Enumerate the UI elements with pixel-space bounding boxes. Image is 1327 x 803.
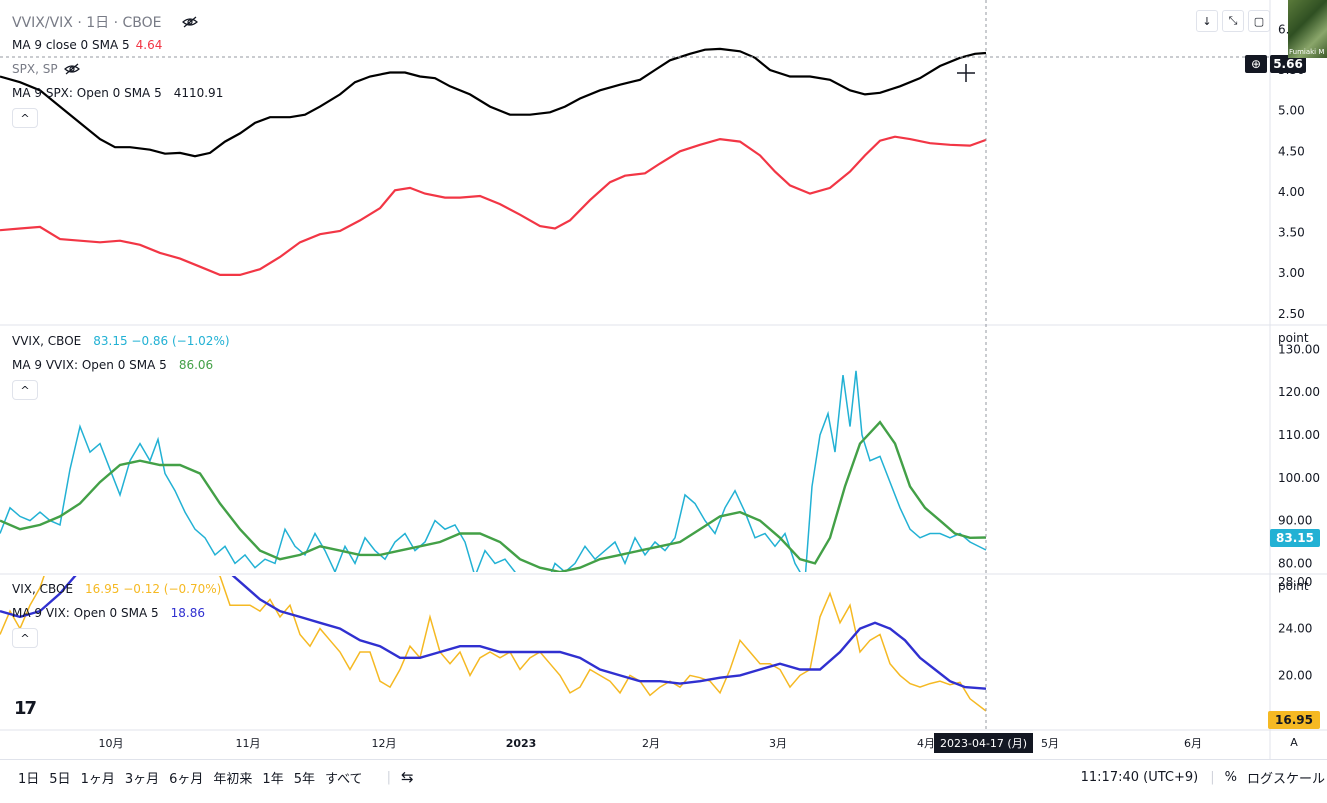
range-button[interactable]: 1ヶ月 bbox=[80, 771, 115, 787]
clock[interactable]: 11:17:40 (UTC+9) bbox=[1080, 769, 1199, 785]
pane2-current-price-tag: 83.15 bbox=[1270, 529, 1320, 547]
pane3-ma-label: MA 9 VIX: Open 0 SMA 5 bbox=[12, 606, 159, 620]
pane3-collapse-button[interactable]: ^ bbox=[12, 628, 38, 648]
pane1-current-price-tag: 5.66 bbox=[1270, 55, 1306, 73]
pane3-current-price-tag: 16.95 bbox=[1268, 711, 1320, 729]
add-alert-plus-icon[interactable]: ⊕ bbox=[1245, 55, 1267, 73]
collapse-pane-icon[interactable]: ⤡ bbox=[1222, 10, 1244, 32]
pane1-symbol-label: VVIX/VIX · 1日 · CBOE bbox=[12, 15, 162, 31]
y-tick-label: 4.00 bbox=[1278, 185, 1305, 199]
pane2-ma-value: 86.06 bbox=[178, 358, 214, 372]
y-tick-label: 20.00 bbox=[1278, 668, 1312, 682]
pane1-overlay-ma-row[interactable]: MA 9 SPX: Open 0 SMA 5 4110.91 bbox=[12, 86, 223, 100]
move-down-icon[interactable]: ↓ bbox=[1196, 10, 1218, 32]
range-button[interactable]: 5日 bbox=[49, 771, 71, 787]
y-tick-label: 2.50 bbox=[1278, 307, 1305, 321]
pane3-symbol-row[interactable]: VIX, CBOE 16.95 −0.12 (−0.70%) bbox=[12, 582, 221, 596]
range-button[interactable]: 年初来 bbox=[213, 771, 253, 787]
series-line bbox=[0, 135, 987, 276]
x-tick-label: 4月 bbox=[917, 737, 935, 750]
log-scale-toggle[interactable]: ログスケール bbox=[1246, 771, 1325, 787]
tradingview-logo: 17 bbox=[14, 698, 37, 719]
range-selector: 1日 5日 1ヶ月 3ヶ月 6ヶ月 年初来 1年 5年 すべて bbox=[8, 766, 363, 789]
y-tick-label: 100.00 bbox=[1278, 471, 1320, 485]
y-tick-label: 3.50 bbox=[1278, 226, 1305, 240]
x-tick-label: 3月 bbox=[769, 737, 787, 750]
y-tick-label: 5.00 bbox=[1278, 104, 1305, 118]
x-tick-label: 11月 bbox=[236, 737, 261, 750]
range-button[interactable]: 1年 bbox=[262, 771, 284, 787]
x-tick-label: 10月 bbox=[99, 737, 124, 750]
range-button[interactable]: 6ヶ月 bbox=[169, 771, 204, 787]
x-tick-label: 6月 bbox=[1184, 737, 1202, 750]
range-button[interactable]: 1日 bbox=[18, 771, 40, 787]
pane2-ma-label: MA 9 VVIX: Open 0 SMA 5 bbox=[12, 358, 167, 372]
y-tick-label: 3.00 bbox=[1278, 266, 1305, 280]
x-tick-label: 5月 bbox=[1041, 737, 1059, 750]
pane2-ma-row[interactable]: MA 9 VVIX: Open 0 SMA 5 86.06 bbox=[12, 358, 213, 372]
series-line bbox=[0, 420, 987, 572]
pane2-symbol-row[interactable]: VVIX, CBOE 83.15 −0.86 (−1.02%) bbox=[12, 334, 230, 348]
pane3-values: 16.95 −0.12 (−0.70%) bbox=[85, 582, 222, 596]
range-button[interactable]: 5年 bbox=[293, 771, 315, 787]
chart-background bbox=[0, 0, 1327, 760]
eye-hidden-icon[interactable] bbox=[181, 16, 198, 28]
range-button[interactable]: すべて bbox=[324, 771, 363, 787]
chart-area[interactable]: 10月 11月 12月 2023 2月 3月 4月 5月 6月 A 2.50 3.00 3.50 4.00… bbox=[0, 0, 1327, 760]
range-button[interactable]: 3ヶ月 bbox=[124, 771, 160, 787]
pane-toolbar: ↓ ⤡ ▢ bbox=[1196, 10, 1270, 32]
axis-unit-label: point bbox=[1278, 579, 1309, 593]
axis-unit-label: point bbox=[1278, 331, 1309, 345]
pane1-symbol-row[interactable]: VVIX/VIX · 1日 · CBOE bbox=[12, 12, 198, 32]
pane1-ma-value: 4.64 bbox=[135, 38, 163, 52]
avatar-name: Fumiaki M bbox=[1289, 48, 1325, 56]
percent-toggle[interactable]: % bbox=[1224, 769, 1237, 785]
user-avatar[interactable]: Fumiaki M bbox=[1288, 0, 1327, 58]
x-tick-label: 2月 bbox=[642, 737, 660, 750]
axis-auto-button[interactable]: A bbox=[1290, 736, 1298, 749]
date-range-calendar-icon[interactable]: ⇆ bbox=[400, 768, 414, 786]
crosshair-date-label: 2023-04-17 (月) bbox=[934, 733, 1033, 753]
x-tick-label: 2023 bbox=[506, 737, 537, 750]
y-tick-label: 110.00 bbox=[1278, 428, 1320, 442]
pane1-overlay-symbol-row[interactable]: SPX, SP bbox=[12, 62, 80, 76]
eye-hidden-icon[interactable] bbox=[63, 63, 80, 75]
y-tick-label: 28.00 bbox=[1278, 575, 1312, 589]
pane2-symbol-label: VVIX, CBOE bbox=[12, 334, 82, 348]
overlay-symbol-label: SPX, SP bbox=[12, 62, 58, 76]
x-tick-label: 12月 bbox=[372, 737, 397, 750]
pane1-ma-row[interactable]: MA 9 close 0 SMA 5 4.64 bbox=[12, 38, 162, 52]
series-line bbox=[0, 576, 987, 690]
pane1-collapse-button[interactable]: ^ bbox=[12, 108, 38, 128]
y-tick-label: 90.00 bbox=[1278, 514, 1312, 528]
pane2-collapse-button[interactable]: ^ bbox=[12, 380, 38, 400]
pane3-ma-value: 18.86 bbox=[170, 606, 205, 620]
series-line bbox=[0, 370, 987, 572]
pane3-symbol-label: VIX, CBOE bbox=[12, 582, 74, 596]
overlay-ma-label: MA 9 SPX: Open 0 SMA 5 bbox=[12, 86, 162, 100]
y-tick-label: 80.00 bbox=[1278, 556, 1312, 570]
series-line bbox=[0, 47, 987, 158]
maximize-pane-icon[interactable]: ▢ bbox=[1248, 10, 1270, 32]
series-line bbox=[0, 576, 987, 712]
y-tick-label: 120.00 bbox=[1278, 385, 1320, 399]
overlay-ma-value: 4110.91 bbox=[173, 86, 224, 100]
y-tick-label: 24.00 bbox=[1278, 622, 1312, 636]
pane1-ma-label: MA 9 close 0 SMA 5 bbox=[12, 38, 130, 52]
y-tick-label: 130.00 bbox=[1278, 342, 1320, 356]
bottom-toolbar: 1日 5日 1ヶ月 3ヶ月 6ヶ月 年初来 1年 5年 すべて | ⇆ 11:17:40 (UT… bbox=[0, 759, 1327, 794]
crosshair-cursor-icon bbox=[957, 64, 975, 82]
y-tick-label: 4.50 bbox=[1278, 144, 1305, 158]
pane2-values: 83.15 −0.86 (−1.02%) bbox=[93, 334, 230, 348]
pane3-ma-row[interactable]: MA 9 VIX: Open 0 SMA 5 18.86 bbox=[12, 606, 205, 620]
